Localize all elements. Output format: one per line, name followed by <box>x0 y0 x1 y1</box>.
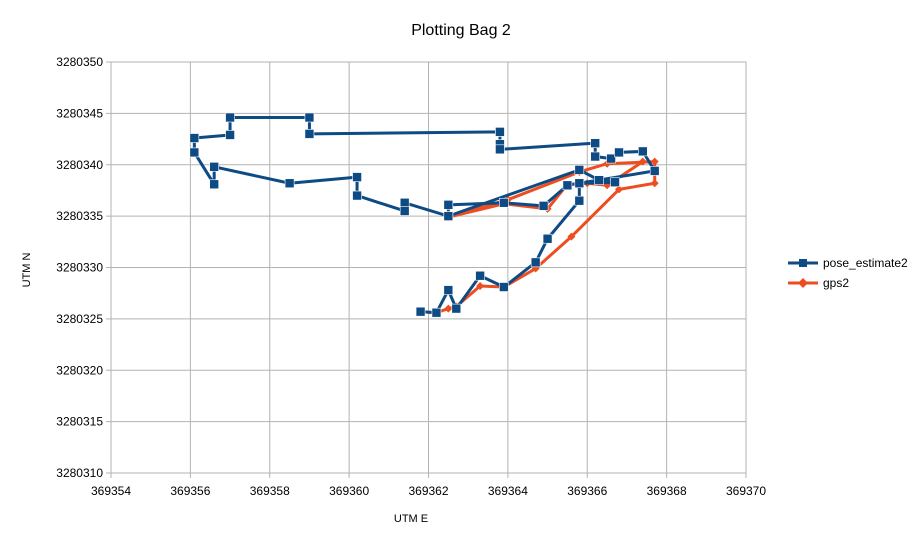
pose-estimate2-point <box>352 172 362 182</box>
y-tick-label: 3280345 <box>56 106 103 120</box>
gps2-point <box>650 157 659 166</box>
x-axis-label: UTM E <box>394 513 428 525</box>
gps2-point <box>476 281 485 290</box>
legend-pose-label: pose_estimate2 <box>823 256 908 270</box>
pose-estimate2-point <box>606 153 616 164</box>
x-tick-label: 369368 <box>647 484 687 498</box>
legend-gps-marker <box>798 278 808 288</box>
x-tick-label: 369354 <box>91 484 131 498</box>
gridlines <box>106 61 747 478</box>
pose-estimate2-point <box>209 179 219 190</box>
pose-estimate2-point <box>574 195 585 206</box>
pose-estimate2-point <box>443 285 454 295</box>
pose-estimate2-point <box>590 138 600 148</box>
pose-estimate2-point <box>189 147 200 158</box>
legend: pose_estimate2 gps2 <box>788 256 908 290</box>
pose-estimate2-point <box>415 306 426 317</box>
pose-estimate2-point <box>495 127 505 137</box>
pose-estimate2-point <box>304 112 315 123</box>
y-tick-label: 3280340 <box>56 158 103 172</box>
pose-estimate2-point <box>499 197 509 208</box>
pose-estimate2-point <box>530 257 541 268</box>
pose-estimate2-point <box>542 233 553 244</box>
pose-estimate2-point <box>574 165 585 175</box>
pose-estimate2-point <box>225 130 235 140</box>
pose-estimate2-point <box>225 112 235 123</box>
pose-estimate2-point <box>614 147 624 158</box>
x-tick-label: 369356 <box>170 484 210 498</box>
pose-estimate2-point <box>352 190 362 201</box>
x-tick-label: 369358 <box>250 484 290 498</box>
pose-estimate2-point <box>284 178 295 189</box>
gps2-point <box>444 304 453 313</box>
legend-pose-marker <box>799 259 807 267</box>
x-tick-label: 369364 <box>488 484 528 498</box>
pose-estimate2-point <box>594 175 604 185</box>
pose-estimate2-point <box>649 166 660 176</box>
y-tick-label: 3280315 <box>56 415 103 429</box>
pose-estimate2-point <box>475 270 485 281</box>
pose-estimate2-point <box>304 129 315 139</box>
plot-area-border <box>110 61 747 474</box>
pose-estimate2-point <box>538 201 549 211</box>
y-tick-label: 3280350 <box>56 55 103 69</box>
pose-estimate2-point <box>451 303 462 314</box>
x-tick-labels: 369354 369356 369358 369360 369362 369364 3693… <box>91 484 766 498</box>
pose-estimate2-point <box>399 206 410 216</box>
pose-estimate2-line <box>192 115 657 218</box>
y-axis-label: UTM N <box>21 253 33 288</box>
x-tick-label: 369366 <box>567 484 607 498</box>
y-tick-label: 3280310 <box>56 466 103 480</box>
chart-title: Plotting Bag 2 <box>411 22 511 39</box>
pose-estimate2-point <box>610 177 620 188</box>
series-layer <box>189 112 660 318</box>
pose-estimate2-point <box>399 197 410 208</box>
gps2-point <box>638 157 647 166</box>
y-tick-label: 3280320 <box>56 363 103 377</box>
pose-estimate2-point <box>189 133 200 143</box>
gps2-point <box>650 179 659 188</box>
pose-estimate2-point <box>495 144 505 155</box>
pose-estimate2-point <box>590 151 600 162</box>
pose-estimate2-point <box>562 180 573 191</box>
gps2-point <box>567 232 576 241</box>
pose-estimate2-point <box>574 178 585 189</box>
x-tick-label: 369370 <box>726 484 766 498</box>
pose-estimate2-point <box>209 162 219 172</box>
legend-gps-label: gps2 <box>823 276 849 290</box>
y-tick-label: 3280330 <box>56 261 103 275</box>
x-tick-label: 369360 <box>329 484 369 498</box>
x-tick-label: 369362 <box>408 484 448 498</box>
pose-estimate2-point <box>443 211 454 221</box>
y-tick-labels: 3280310 3280315 3280320 3280325 3280330 32803… <box>56 55 103 480</box>
pose-estimate2-point <box>443 200 454 210</box>
pose-estimate2-point <box>499 282 509 292</box>
gps2-point <box>615 185 623 194</box>
y-tick-label: 3280335 <box>56 209 103 223</box>
pose-estimate2-point <box>431 307 442 318</box>
pose-estimate2-point <box>638 146 648 157</box>
y-tick-label: 3280325 <box>56 312 103 326</box>
